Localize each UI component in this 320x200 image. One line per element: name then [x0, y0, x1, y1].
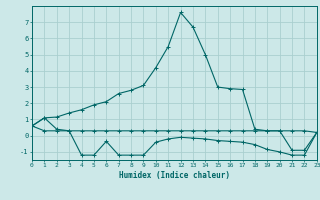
X-axis label: Humidex (Indice chaleur): Humidex (Indice chaleur) — [119, 171, 230, 180]
